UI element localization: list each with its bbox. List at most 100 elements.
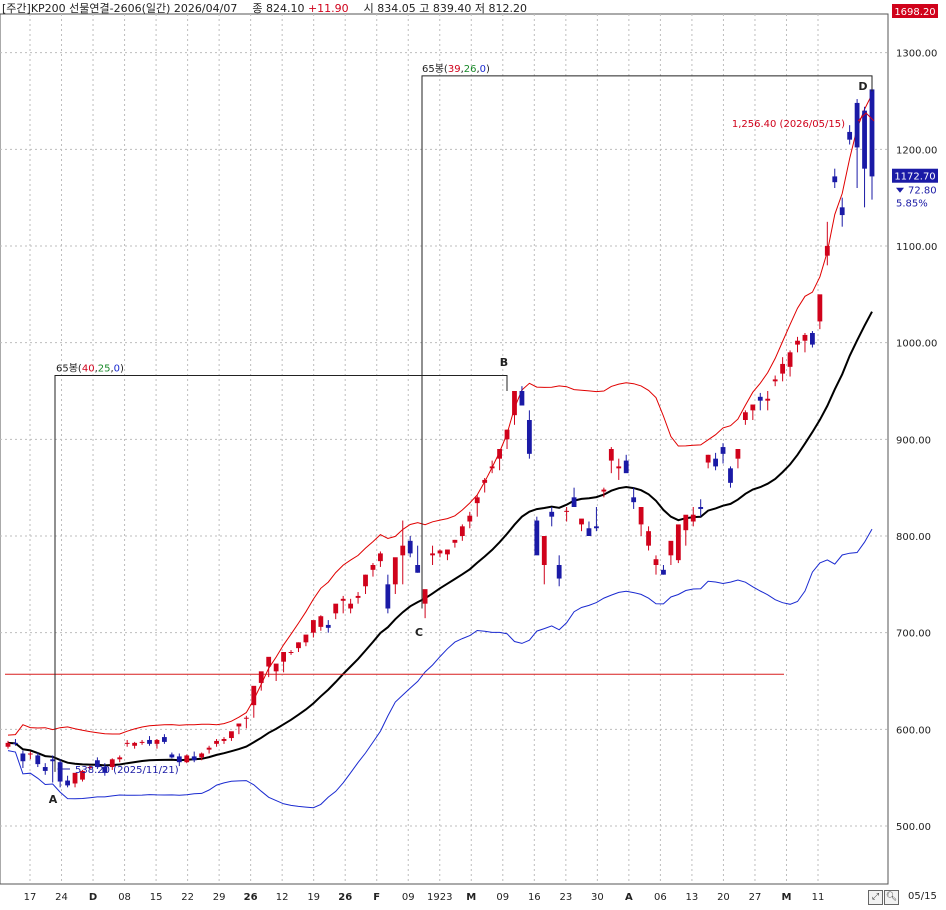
x-tick-label: 09 (496, 892, 509, 903)
x-tick-label: 13 (686, 892, 699, 903)
candle-body (229, 731, 234, 739)
x-tick-label: 24 (55, 892, 68, 903)
candle-body (72, 772, 78, 784)
candle-body (690, 514, 696, 522)
candle-body (154, 739, 160, 744)
candle-body (422, 589, 428, 604)
candle-body (608, 449, 614, 461)
x-tick-label: D (89, 892, 97, 903)
y-tick-label: 700.00 (896, 629, 931, 640)
x-tick-label: F (373, 892, 380, 903)
x-tick-label: 27 (749, 892, 762, 903)
x-tick-label: M (782, 892, 792, 903)
x-tick-label: 12 (276, 892, 289, 903)
candle-body (713, 458, 718, 467)
candle-body (757, 396, 763, 401)
low-value: 812.20 (488, 2, 528, 15)
candle-body (243, 717, 249, 719)
candle-body (318, 616, 324, 627)
candle-body (854, 102, 860, 148)
candle-body (824, 246, 830, 256)
candle-body (296, 642, 301, 649)
candle-body (94, 760, 100, 768)
candle-body (27, 753, 33, 755)
candle-body (169, 754, 175, 758)
magnifier-icon[interactable]: 🔍︎ (884, 890, 899, 905)
candle-body (847, 131, 853, 140)
candle-body (184, 755, 190, 763)
candle-body (683, 514, 689, 531)
candle-body (340, 598, 346, 601)
y-tick-label: 600.00 (896, 725, 931, 736)
candle-body (862, 110, 867, 169)
high-value: 839.40 (432, 2, 472, 15)
candle-body (199, 753, 205, 758)
candle-body (400, 545, 406, 556)
candle-body (459, 526, 465, 536)
x-tick-label: 22 (181, 892, 194, 903)
x-tick-label: 15 (150, 892, 163, 903)
candle-body (50, 759, 56, 762)
x-tick-label: 23 (559, 892, 572, 903)
y-tick-label: 800.00 (896, 532, 931, 543)
candle-body (780, 363, 786, 374)
point-a-label: A (49, 793, 58, 806)
candle-body (258, 671, 264, 683)
high-marker (857, 112, 875, 122)
candle-body (415, 565, 421, 573)
x-tick-label: 11 (812, 892, 825, 903)
last-price-tag: 1172.70 (894, 172, 935, 183)
candle-body (728, 468, 733, 483)
close-value: 824.10 (265, 2, 305, 15)
header-title: [주간]KP200 선물연결-2606(일간) 2026/04/07 (2, 2, 238, 15)
candle-body (534, 520, 540, 556)
candle-body (504, 429, 510, 440)
point-d-label: D (858, 80, 867, 93)
candle-body (638, 507, 644, 525)
candle-body (653, 559, 659, 565)
candle-body (445, 549, 450, 555)
pan-icon[interactable]: ⤢ (868, 890, 883, 905)
candle-body (541, 536, 547, 565)
candle-body (117, 757, 123, 760)
candle-body (221, 739, 227, 741)
candle-body (430, 553, 435, 556)
upper-band-line (7, 94, 873, 736)
candle-body (251, 685, 257, 706)
candle-body (80, 770, 85, 780)
candle-body (586, 528, 592, 536)
candle-body (310, 620, 316, 633)
date-corner-label: 05/15 (908, 891, 937, 902)
candle-body (65, 780, 70, 786)
candle-body (281, 652, 286, 662)
y-tick-label: 900.00 (896, 435, 931, 446)
candle-body (370, 565, 376, 570)
box1-label: 65봉(40,25,0) (56, 363, 124, 375)
candle-body (57, 762, 63, 782)
x-tick-label: A (625, 892, 633, 903)
last-price-box (892, 168, 938, 183)
x-tick-label: 29 (213, 892, 226, 903)
box2-outline (421, 75, 873, 609)
candle-body (348, 603, 354, 609)
candle-body (20, 753, 26, 762)
candle-body (765, 398, 771, 401)
candle-body (549, 511, 555, 517)
point-c-label: C (415, 626, 423, 639)
y-tick-label: 1000.00 (896, 339, 937, 350)
x-tick-label: 1923 (427, 892, 452, 903)
candle-body (623, 460, 629, 474)
x-tick-label: 26 (338, 892, 352, 903)
zoom-controls: ⤢ 🔍︎ (868, 890, 908, 905)
candle-body (787, 352, 793, 367)
candle-body (601, 489, 607, 492)
x-tick-label: 26 (244, 892, 258, 903)
x-tick-label: 17 (24, 892, 37, 903)
low-label: 저 (474, 2, 486, 15)
candle-body (35, 755, 41, 765)
candle-body (102, 767, 108, 773)
candle-body (526, 420, 532, 454)
candle-body (810, 333, 815, 345)
